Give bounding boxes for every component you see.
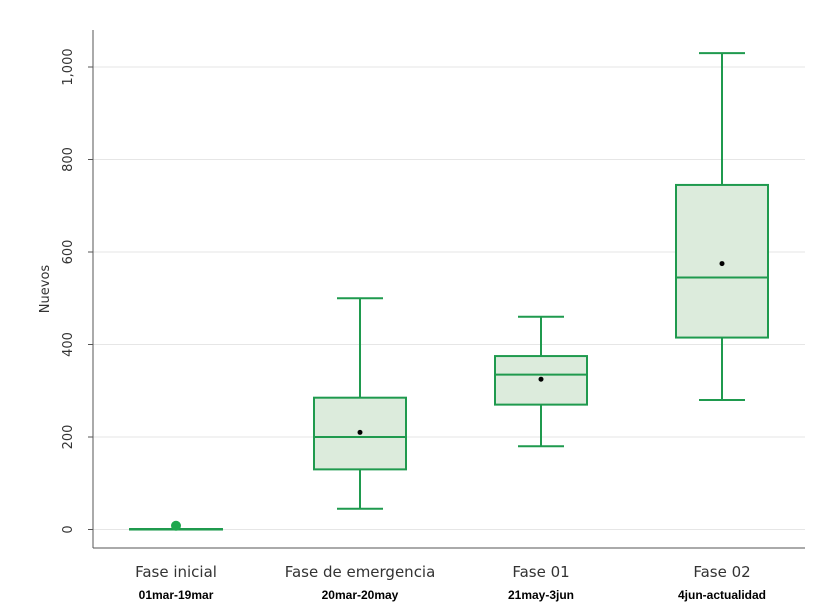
- box-group: [313, 297, 407, 510]
- y-ticks: 0 200 400 600 800 1,000: [61, 48, 93, 534]
- mean-marker: [538, 376, 544, 382]
- y-axis-label: Nuevos: [38, 265, 53, 314]
- x-category-label: Fase 02: [693, 563, 750, 581]
- mean-marker: [357, 429, 363, 435]
- boxes: [129, 52, 769, 531]
- box-group: [129, 520, 223, 531]
- x-category-sublabel: 21may-3jun: [508, 588, 574, 602]
- y-tick-label: 200: [61, 425, 76, 450]
- y-tick-label: 0: [61, 525, 76, 533]
- y-tick-label: 800: [61, 147, 76, 172]
- box-group: [494, 315, 588, 448]
- x-category-label: Fase 01: [512, 563, 569, 581]
- x-category-labels: Fase inicial 01mar-19mar Fase de emergenci…: [135, 563, 766, 602]
- mean-marker: [719, 261, 725, 267]
- y-tick-label: 600: [61, 240, 76, 265]
- y-tick-label: 400: [61, 332, 76, 357]
- mean-marker: [171, 520, 181, 531]
- y-tick-label: 1,000: [61, 48, 76, 85]
- box-group: [675, 52, 769, 401]
- x-category-sublabel: 4jun-actualidad: [678, 588, 766, 602]
- x-category-label: Fase inicial: [135, 563, 217, 581]
- x-category-sublabel: 20mar-20may: [322, 588, 399, 602]
- x-category-label: Fase de emergencia: [285, 563, 436, 581]
- x-category-sublabel: 01mar-19mar: [139, 588, 214, 602]
